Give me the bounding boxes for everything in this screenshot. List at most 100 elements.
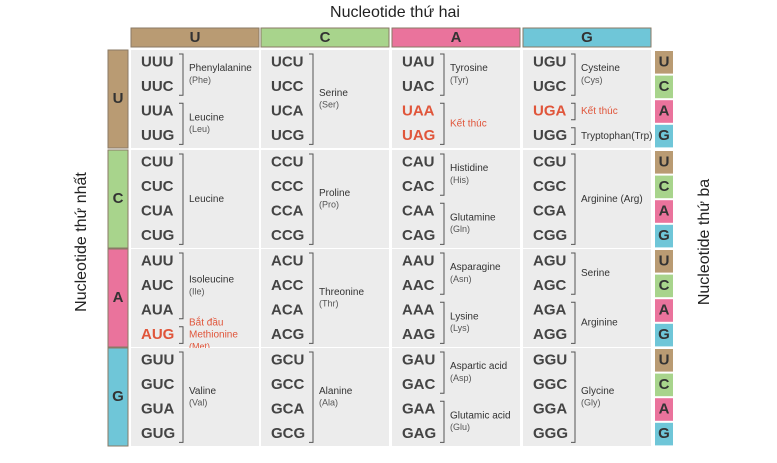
third-base-label: A (659, 400, 670, 417)
codon: AUU (141, 252, 174, 269)
third-base (655, 422, 673, 446)
cell (392, 348, 520, 446)
amino-acid: (Lys) (450, 323, 470, 333)
third-base-label: A (659, 102, 670, 119)
amino-acid: Serine (581, 268, 610, 279)
amino-acid: Kết thúc (581, 105, 618, 117)
amino-acid: Aspartic acid (450, 361, 507, 372)
bracket (440, 252, 445, 295)
bracket (571, 351, 576, 443)
codon: AAA (402, 301, 435, 318)
codon: UGC (533, 78, 567, 95)
row-header-label: A (113, 289, 124, 306)
bracket (571, 53, 576, 96)
third-base-label: G (658, 425, 670, 442)
amino-acid: Tryptophan(Trp) (581, 131, 653, 142)
codon: UGA (533, 102, 567, 119)
codon: UAA (402, 102, 435, 119)
bracket (440, 153, 445, 196)
amino-acid: (Gln) (450, 224, 470, 234)
amino-acid: (Gly) (581, 398, 601, 408)
codon: UGU (533, 53, 566, 70)
amino-acid: (Phe) (189, 75, 211, 85)
codon: AUG (141, 326, 174, 343)
bracket (571, 127, 576, 145)
row-header (107, 149, 129, 249)
codon: CAU (402, 153, 435, 170)
third-base (655, 398, 673, 421)
amino-acid: Leucine (189, 112, 224, 123)
codon: GGC (533, 376, 567, 393)
codon: CUG (141, 227, 174, 244)
bracket (179, 252, 184, 320)
amino-acid: Alanine (319, 386, 353, 397)
codon: CGC (533, 178, 567, 195)
third-base-label: U (659, 53, 670, 70)
codon: UCA (271, 102, 304, 119)
cell (261, 249, 389, 347)
row-header-label: C (113, 190, 124, 207)
amino-acid-part: (Trp) (631, 131, 652, 142)
amino-acid: Phenylalanine (189, 63, 252, 74)
codon: UAC (402, 78, 435, 95)
column-header-label: G (581, 29, 593, 46)
bracket (179, 351, 184, 443)
column-header (260, 27, 390, 48)
amino-acid: Glycine (581, 386, 615, 397)
codon: UUU (141, 53, 174, 70)
codon: AAC (402, 277, 435, 294)
third-base-label: G (658, 127, 670, 144)
amino-acid: (Ser) (319, 100, 339, 110)
bracket (571, 153, 576, 245)
bracket (440, 202, 445, 245)
amino-acid: (Ala) (319, 398, 338, 408)
bracket (571, 252, 576, 295)
amino-acid: Valine (189, 386, 216, 397)
codon: CAG (402, 227, 435, 244)
codon: CGU (533, 153, 566, 170)
amino-acid: (Thr) (319, 299, 339, 309)
codon: GCG (271, 425, 305, 442)
third-base-label: C (659, 78, 670, 95)
cell (261, 50, 389, 148)
cell (392, 50, 520, 148)
bracket (309, 252, 314, 344)
amino-acid: Asparagine (450, 262, 501, 273)
bracket (440, 102, 445, 145)
codon: GAA (402, 400, 436, 417)
cell (131, 150, 259, 248)
codon: CCA (271, 202, 304, 219)
third-base-label: A (659, 301, 670, 318)
amino-acid: (Leu) (189, 124, 210, 134)
third-base (655, 200, 673, 223)
amino-acid: (Pro) (319, 200, 339, 210)
amino-acid: Histidine (450, 163, 489, 174)
cell (131, 249, 259, 347)
codon: GUC (141, 376, 175, 393)
codon: CCC (271, 178, 304, 195)
amino-acid: Arginine (581, 317, 618, 328)
amino-acid: (Cys) (581, 75, 603, 85)
codon: GCU (271, 351, 304, 368)
amino-acid: Tyrosine (450, 63, 488, 74)
codon: CUC (141, 178, 174, 195)
codon: AAG (402, 326, 435, 343)
bracket (440, 301, 445, 344)
third-base-label: G (658, 326, 670, 343)
bracket (179, 153, 184, 245)
third-base-label: C (659, 178, 670, 195)
amino-acid: (His) (450, 175, 469, 185)
third-base (655, 349, 673, 372)
codon: CAA (402, 202, 435, 219)
bracket (309, 351, 314, 443)
row-header (107, 347, 129, 447)
codon: UUG (141, 127, 174, 144)
amino-acid: (Glu) (450, 422, 470, 432)
codon: AGG (533, 326, 567, 343)
cell (131, 50, 259, 148)
amino-acid: Serine (319, 88, 348, 99)
column-header (130, 27, 260, 48)
bracket (440, 351, 445, 394)
bracket (571, 301, 576, 344)
bracket (309, 53, 314, 145)
